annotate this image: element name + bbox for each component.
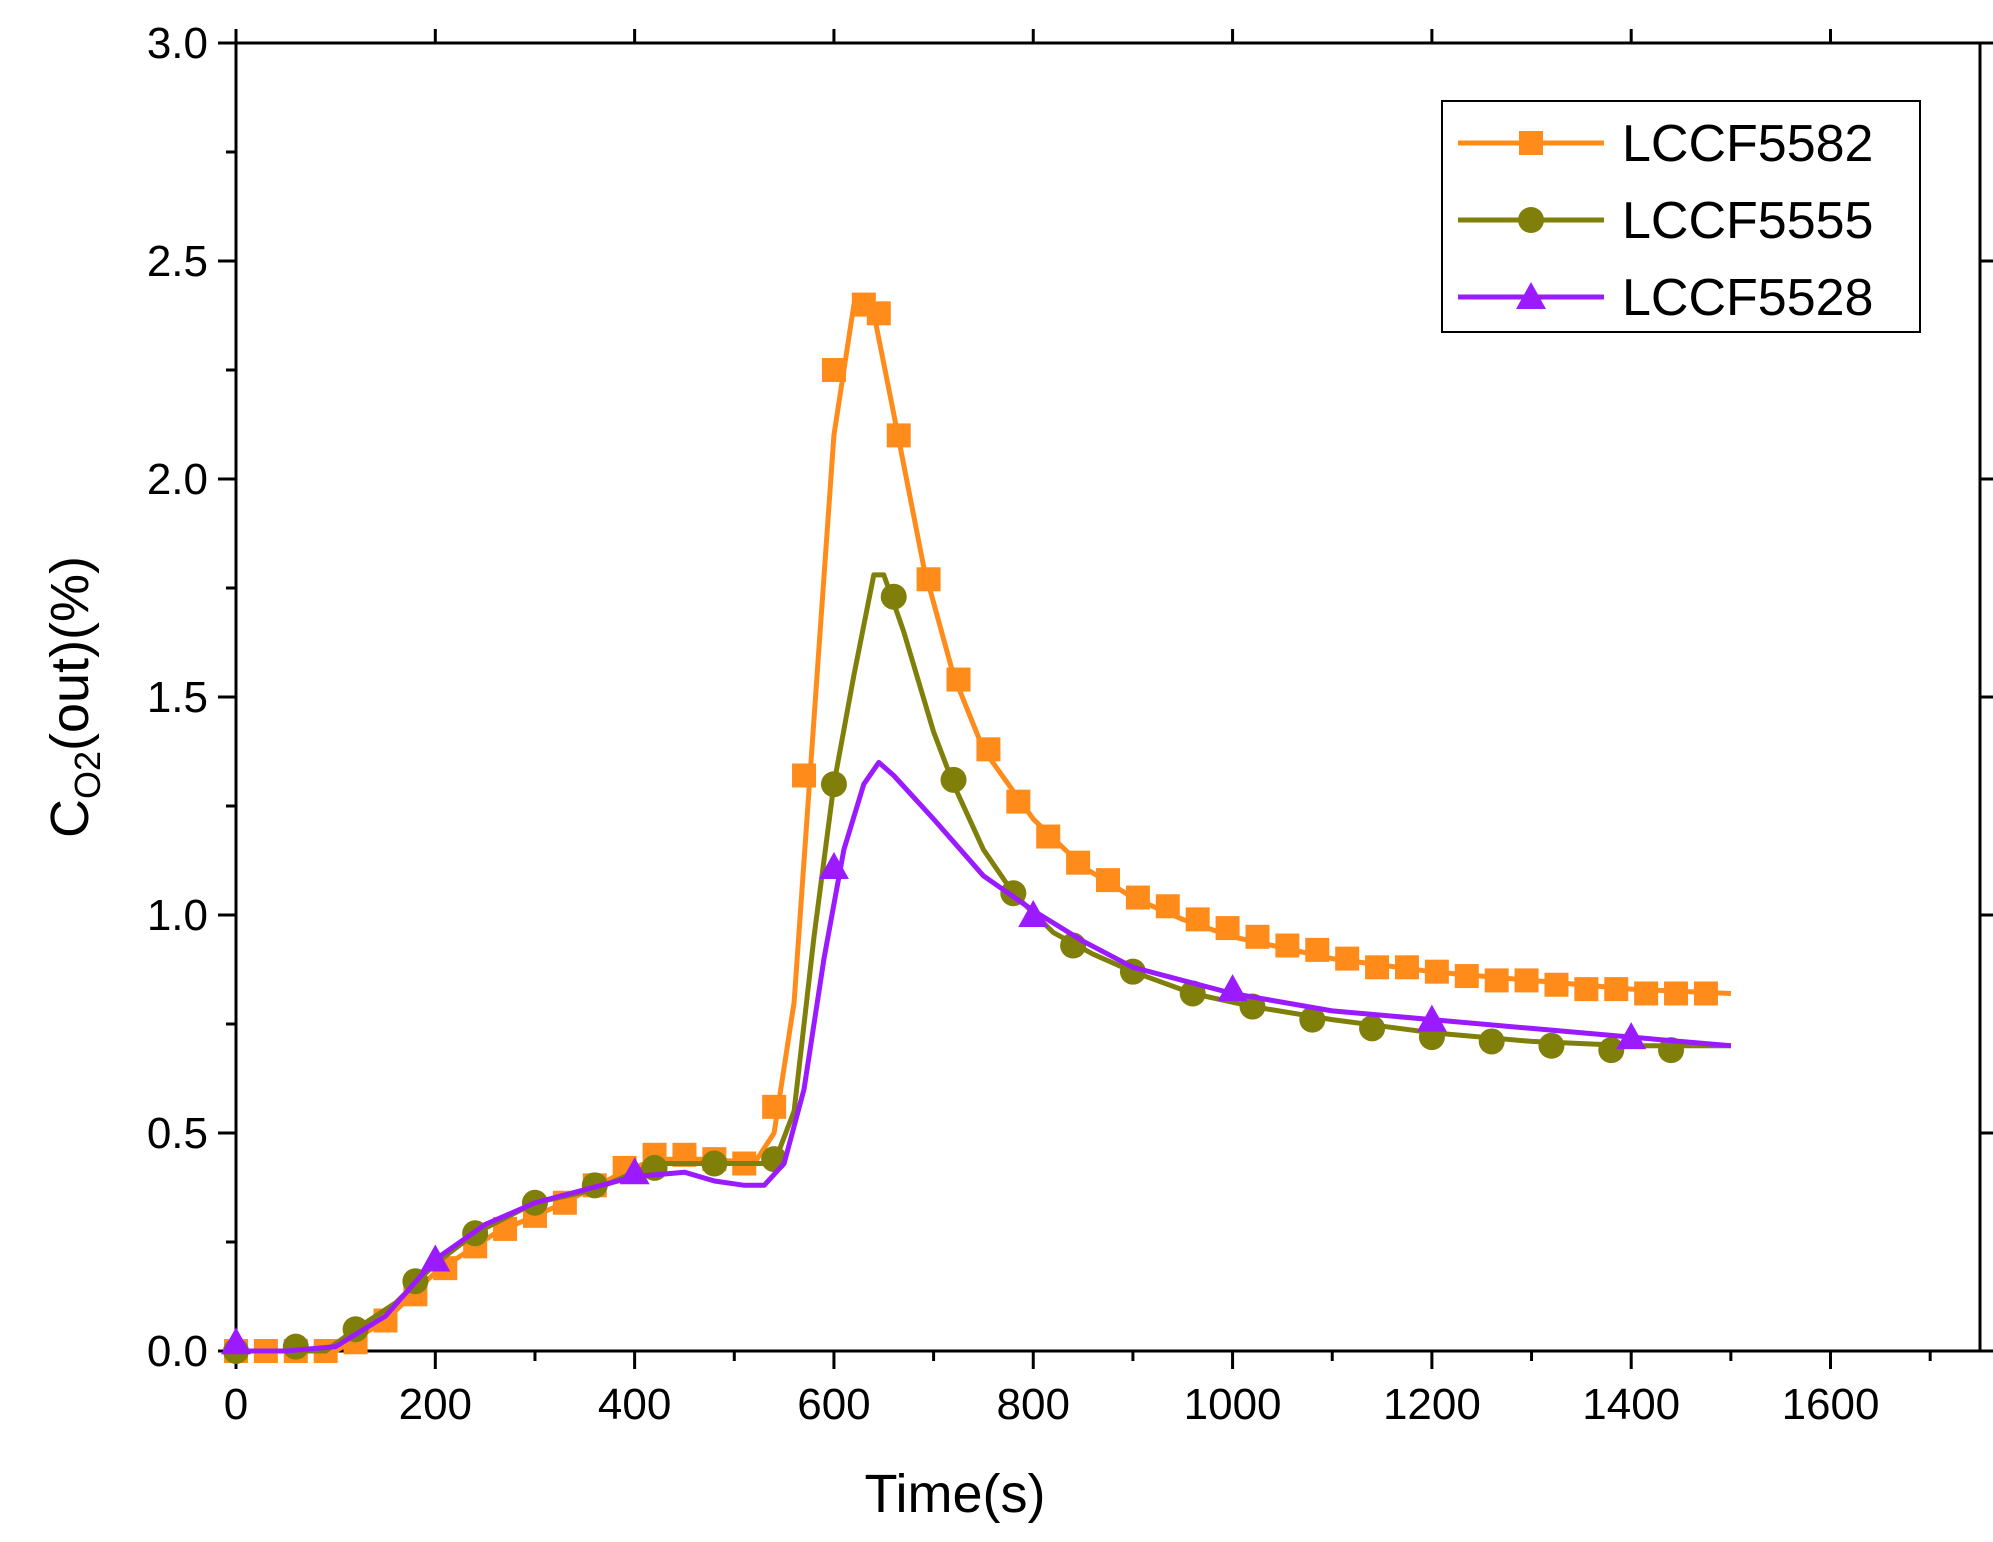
data-point-lccf5528 <box>420 1244 451 1272</box>
data-point-lccf5582 <box>1006 789 1031 814</box>
x-tick-label: 600 <box>797 1380 870 1429</box>
data-point-lccf5528 <box>221 1327 251 1355</box>
data-point-lccf5582 <box>1245 924 1270 949</box>
legend-label-lccf5528: LCCF5528 <box>1622 269 1873 327</box>
data-point-lccf5582 <box>1125 885 1150 910</box>
series-lccf5528 <box>221 759 1732 1355</box>
data-point-lccf5555 <box>1598 1037 1625 1064</box>
legend-marker-lccf5555 <box>1518 207 1544 233</box>
y-axis-title-suffix: (out)(%) <box>40 556 100 751</box>
data-point-lccf5582 <box>1484 968 1509 993</box>
x-axis-title: Time(s) <box>865 1464 1046 1524</box>
data-point-lccf5582 <box>976 737 1001 762</box>
data-point-lccf5582 <box>1185 907 1210 932</box>
y-axis-title: CO2(out)(%) <box>40 556 108 838</box>
x-tick-label: 1200 <box>1383 1380 1481 1429</box>
data-point-lccf5528 <box>1217 974 1248 1002</box>
data-point-lccf5582 <box>1155 894 1180 919</box>
data-point-lccf5582 <box>886 423 911 448</box>
data-point-lccf5582 <box>1514 968 1539 993</box>
data-point-lccf5528 <box>1416 1004 1447 1032</box>
data-point-lccf5582 <box>1544 972 1569 997</box>
y-tick-label: 2.5 <box>147 237 208 286</box>
data-point-lccf5555 <box>1538 1032 1565 1059</box>
data-point-lccf5582 <box>1574 977 1599 1002</box>
y-tick-label: 1.5 <box>147 673 208 722</box>
data-point-lccf5555 <box>1478 1028 1505 1055</box>
data-point-lccf5582 <box>1275 933 1300 958</box>
data-point-lccf5582 <box>1424 959 1449 984</box>
legend-label-lccf5582: LCCF5582 <box>1622 115 1873 173</box>
data-point-lccf5582 <box>866 301 891 326</box>
data-point-lccf5555 <box>940 766 967 793</box>
y-tick-label: 3.0 <box>147 19 208 68</box>
data-point-lccf5582 <box>946 667 971 692</box>
data-point-lccf5555 <box>880 583 907 610</box>
x-tick-label: 400 <box>598 1380 671 1429</box>
series-line-lccf5555 <box>236 572 1731 1354</box>
y-tick-label: 0.0 <box>147 1327 208 1376</box>
series-layer <box>221 292 1732 1364</box>
legend-marker-lccf5528 <box>1516 282 1546 309</box>
data-point-lccf5582 <box>1454 964 1479 989</box>
series-lccf5582 <box>224 292 1732 1363</box>
data-point-lccf5582 <box>762 1094 787 1119</box>
data-point-lccf5528 <box>1616 1022 1647 1050</box>
data-point-lccf5582 <box>1634 981 1659 1006</box>
data-point-lccf5528 <box>1018 900 1049 927</box>
data-point-lccf5582 <box>1664 981 1689 1006</box>
data-point-lccf5555 <box>701 1150 728 1177</box>
legend-label-lccf5555: LCCF5555 <box>1622 192 1873 250</box>
y-axis: 0.0 0.5 1.0 1.5 2.0 2.5 3.0 <box>147 19 1993 1376</box>
data-point-lccf5582 <box>1305 937 1330 962</box>
data-point-lccf5582 <box>1215 916 1240 941</box>
data-point-lccf5582 <box>1096 868 1120 893</box>
data-point-lccf5582 <box>792 763 817 788</box>
data-point-lccf5582 <box>1335 946 1360 971</box>
data-point-lccf5555 <box>820 771 847 798</box>
data-point-lccf5582 <box>1066 850 1091 875</box>
x-tick-label: 0 <box>224 1380 248 1429</box>
x-axis: 0 200 400 600 800 1000 1200 1400 1600 <box>224 29 1932 1429</box>
data-point-lccf5528 <box>818 852 849 880</box>
y-axis-title-main: C <box>40 799 100 838</box>
data-point-lccf5582 <box>1693 981 1718 1006</box>
data-point-lccf5582 <box>821 358 846 382</box>
data-point-lccf5555 <box>282 1333 309 1360</box>
x-tick-label: 1400 <box>1582 1380 1680 1429</box>
data-point-lccf5528 <box>619 1157 650 1185</box>
x-tick-label: 1600 <box>1782 1380 1880 1429</box>
data-point-lccf5582 <box>1604 977 1629 1002</box>
x-tick-label: 1000 <box>1184 1380 1282 1429</box>
x-tick-label: 800 <box>997 1380 1070 1429</box>
data-point-lccf5582 <box>1036 824 1061 849</box>
y-axis-title-subscript: O2 <box>67 751 108 799</box>
y-tick-label: 0.5 <box>147 1109 208 1158</box>
data-point-lccf5555 <box>1658 1037 1685 1064</box>
data-point-lccf5582 <box>916 567 941 592</box>
data-point-lccf5555 <box>1299 1006 1326 1033</box>
data-point-lccf5582 <box>1394 955 1419 980</box>
y-tick-label: 2.0 <box>147 455 208 504</box>
legend: LCCF5582 LCCF5555 LCCF5528 <box>1441 100 1921 333</box>
data-point-lccf5555 <box>1359 1015 1386 1042</box>
series-line-lccf5582 <box>236 302 1732 1354</box>
legend-marker-lccf5582 <box>1519 131 1543 155</box>
data-point-lccf5582 <box>1365 955 1390 980</box>
x-tick-label: 200 <box>399 1380 472 1429</box>
y-tick-label: 1.0 <box>147 891 208 940</box>
